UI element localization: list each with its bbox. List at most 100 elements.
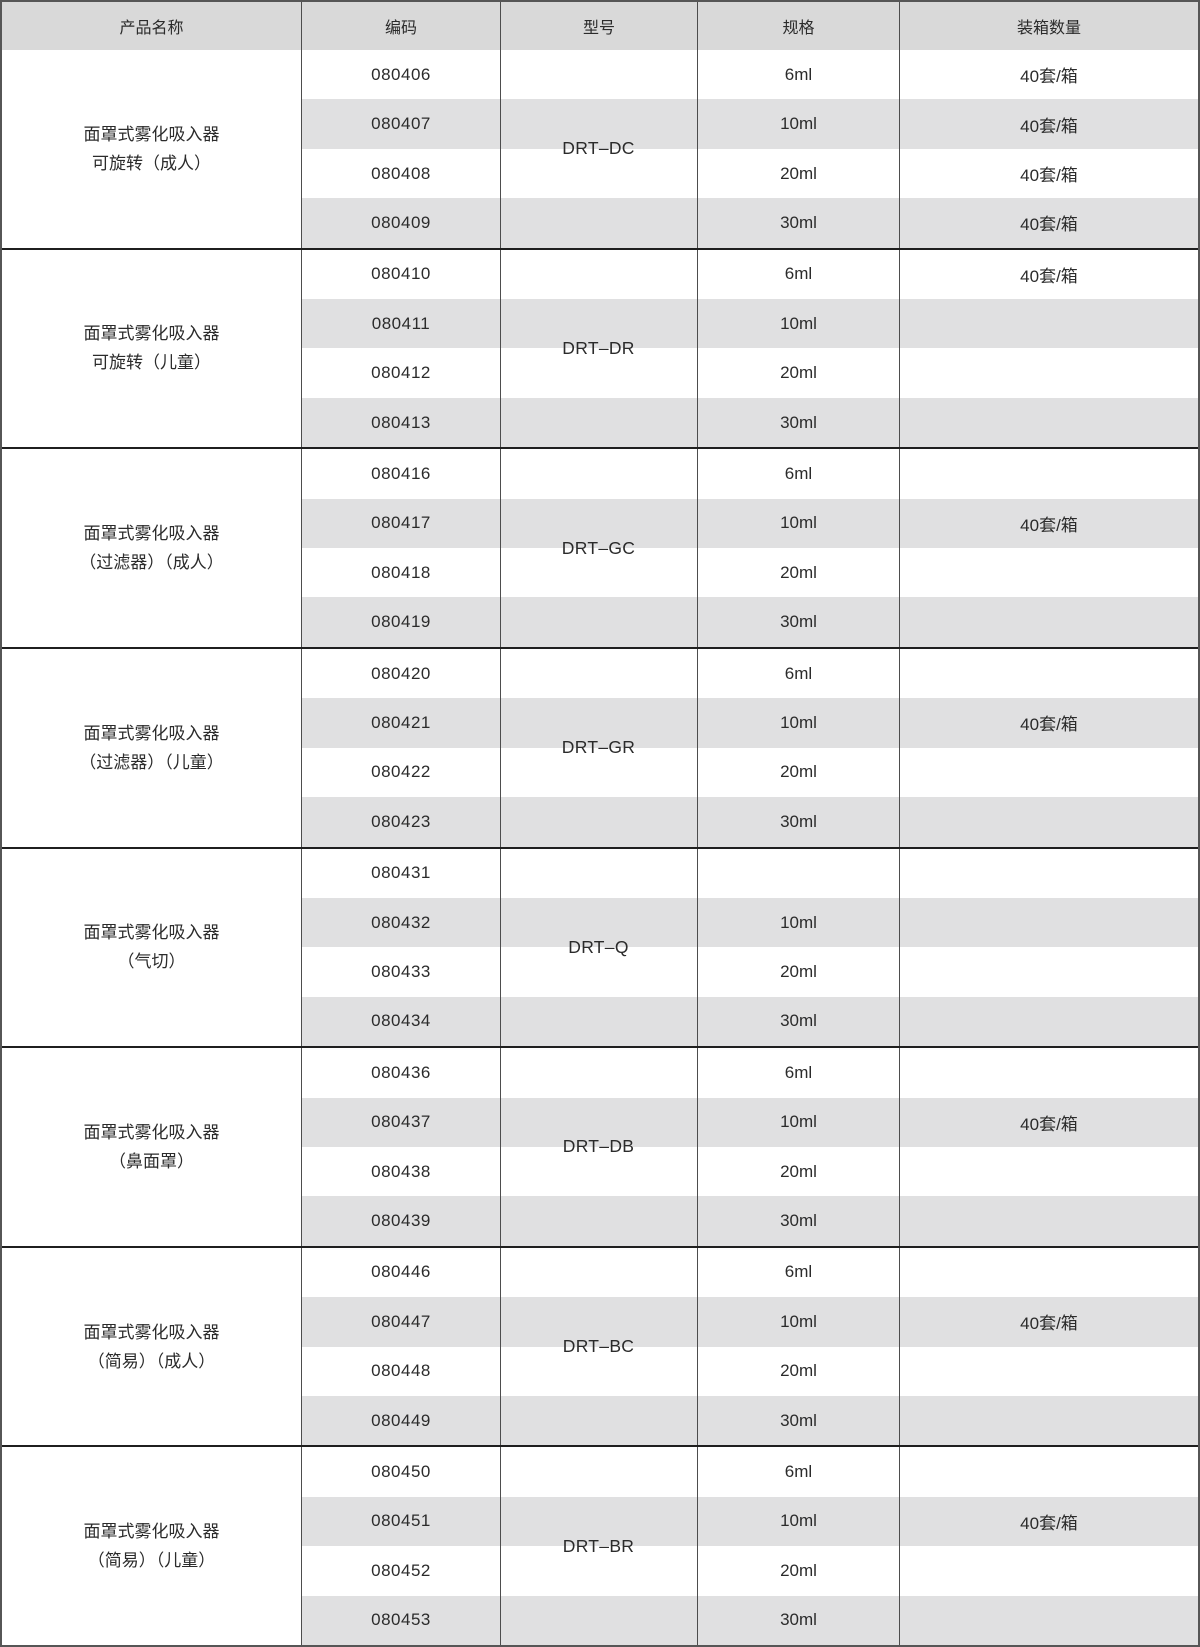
stripe-bg-cell — [500, 348, 697, 398]
packing-cell: 40套/箱 — [899, 698, 1198, 748]
code-cell: 080422 — [301, 747, 500, 798]
stripe-bg-cell — [500, 698, 697, 748]
packing-cell — [899, 1048, 1198, 1098]
stripe-bg-cell — [500, 747, 697, 798]
code-cell: 080436 — [301, 1048, 500, 1098]
product-name-line1: 面罩式雾化吸入器 — [83, 723, 220, 743]
code-cell: 080409 — [301, 198, 500, 248]
product-name-line2: （过滤器）（儿童） — [79, 752, 224, 772]
header-cell-model: 型号 — [500, 2, 697, 50]
packing-cell: 40套/箱 — [899, 1297, 1198, 1347]
spec-cell: 6ml — [697, 50, 899, 100]
packing-cell: 40套/箱 — [899, 498, 1198, 549]
stripe-bg-cell — [500, 1097, 697, 1147]
code-cell: 080410 — [301, 249, 500, 300]
stripe-bg-cell — [500, 996, 697, 1047]
spec-cell: 6ml — [697, 1048, 899, 1098]
packing-cell — [899, 1247, 1198, 1298]
spec-cell: 20ml — [697, 947, 899, 997]
product-name-cell: 面罩式雾化吸入器 （简易）（儿童） — [2, 1447, 301, 1645]
stripe-bg-cell — [500, 449, 697, 499]
spec-cell: 6ml — [697, 648, 899, 699]
product-name-line2: 可旋转（成人） — [92, 153, 211, 173]
code-cell: 080421 — [301, 698, 500, 748]
code-cell: 080408 — [301, 148, 500, 199]
code-cell: 080449 — [301, 1395, 500, 1446]
stripe-bg-cell — [500, 1346, 697, 1396]
packing-cell — [899, 897, 1198, 948]
code-cell: 080413 — [301, 397, 500, 448]
code-cell: 080407 — [301, 99, 500, 149]
table-header-row: 产品名称 编码 型号 规格 装箱数量 — [2, 2, 1198, 50]
spec-cell: 6ml — [697, 1247, 899, 1298]
spec-cell: 10ml — [697, 698, 899, 748]
packing-cell — [899, 597, 1198, 647]
code-cell: 080450 — [301, 1447, 500, 1497]
product-name-cell: 面罩式雾化吸入器 （过滤器）（儿童） — [2, 648, 301, 847]
code-cell: 080451 — [301, 1496, 500, 1547]
spec-cell: 30ml — [697, 198, 899, 248]
stripe-bg-cell — [500, 848, 697, 898]
stripe-bg-cell — [500, 198, 697, 248]
product-name-line2: （过滤器）（成人） — [79, 553, 224, 573]
code-cell: 080431 — [301, 848, 500, 898]
spec-cell — [697, 848, 899, 898]
product-name-line1: 面罩式雾化吸入器 — [83, 124, 220, 144]
spec-cell: 30ml — [697, 397, 899, 448]
packing-cell: 40套/箱 — [899, 99, 1198, 149]
spec-cell: 20ml — [697, 747, 899, 798]
packing-cell — [899, 747, 1198, 798]
packing-cell — [899, 1196, 1198, 1246]
product-name-cell: 面罩式雾化吸入器 （过滤器）（成人） — [2, 449, 301, 647]
spec-cell: 30ml — [697, 1395, 899, 1446]
product-name-line1: 面罩式雾化吸入器 — [83, 324, 220, 344]
stripe-bg-cell — [500, 148, 697, 199]
code-cell: 080434 — [301, 996, 500, 1047]
code-cell: 080418 — [301, 548, 500, 598]
spec-cell: 20ml — [697, 148, 899, 199]
stripe-bg-cell — [500, 1395, 697, 1446]
code-cell: 080417 — [301, 498, 500, 549]
product-group: 面罩式雾化吸入器 （过滤器）（儿童） 080420 6ml 080421 10ml 40… — [2, 646, 1198, 847]
stripe-bg-cell — [500, 1048, 697, 1098]
spec-cell: 6ml — [697, 1447, 899, 1497]
spec-cell: 20ml — [697, 548, 899, 598]
code-cell: 080416 — [301, 449, 500, 499]
spec-cell: 20ml — [697, 1146, 899, 1197]
stripe-bg-cell — [500, 947, 697, 997]
product-name-cell: 面罩式雾化吸入器 可旋转（儿童） — [2, 249, 301, 448]
packing-cell — [899, 299, 1198, 349]
packing-cell: 40套/箱 — [899, 148, 1198, 199]
stripe-bg-cell — [500, 1447, 697, 1497]
code-cell: 080432 — [301, 897, 500, 948]
packing-cell — [899, 648, 1198, 699]
stripe-bg-cell — [500, 1297, 697, 1347]
packing-cell — [899, 848, 1198, 898]
code-cell: 080448 — [301, 1346, 500, 1396]
packing-cell — [899, 1595, 1198, 1645]
code-cell: 080439 — [301, 1196, 500, 1246]
spec-cell: 30ml — [697, 797, 899, 847]
code-cell: 080419 — [301, 597, 500, 647]
packing-cell — [899, 996, 1198, 1047]
stripe-bg-cell — [500, 1247, 697, 1298]
spec-cell: 30ml — [697, 996, 899, 1047]
spec-cell: 6ml — [697, 449, 899, 499]
product-name-line2: （气切） — [117, 952, 186, 972]
stripe-bg-cell — [500, 897, 697, 948]
header-cell-packing: 装箱数量 — [899, 2, 1198, 50]
product-name-line1: 面罩式雾化吸入器 — [83, 923, 220, 943]
product-group: 面罩式雾化吸入器 （气切） 080431 080432 10ml 080433 20ml… — [2, 846, 1198, 1047]
product-name-line1: 面罩式雾化吸入器 — [83, 524, 220, 544]
packing-cell: 40套/箱 — [899, 50, 1198, 100]
spec-cell: 10ml — [697, 897, 899, 948]
stripe-bg-cell — [500, 50, 697, 100]
packing-cell — [899, 1146, 1198, 1197]
product-name-line2: （鼻面罩） — [109, 1151, 194, 1171]
spec-cell: 30ml — [697, 1196, 899, 1246]
packing-cell: 40套/箱 — [899, 1097, 1198, 1147]
spec-cell: 10ml — [697, 1496, 899, 1547]
product-group: 面罩式雾化吸入器 （鼻面罩） 080436 6ml 080437 10ml 40套/箱 0… — [2, 1046, 1198, 1246]
code-cell: 080447 — [301, 1297, 500, 1347]
